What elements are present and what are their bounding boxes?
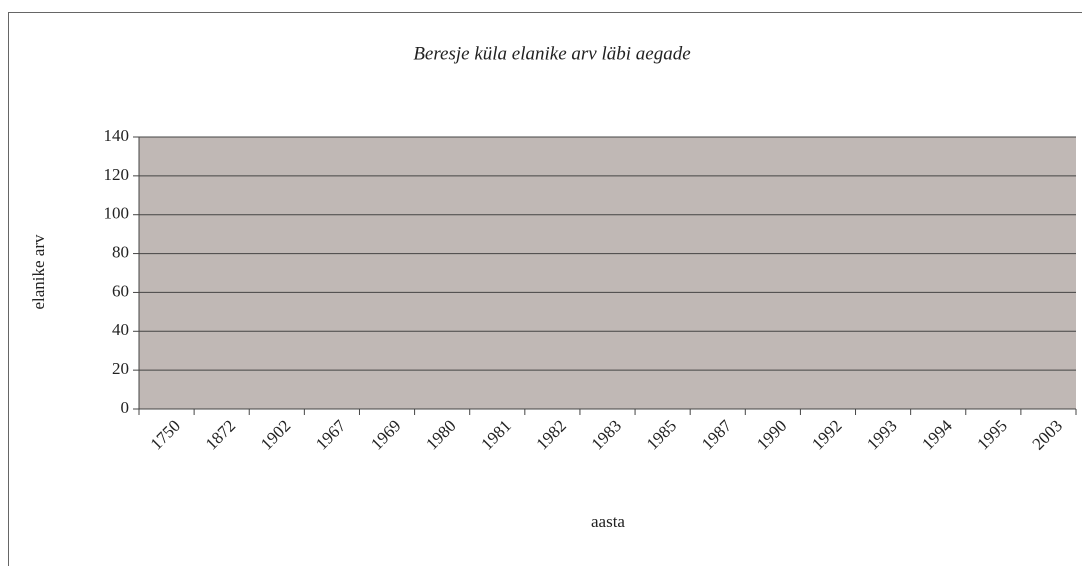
y-tick-label: 0 <box>121 398 130 417</box>
y-tick-label: 40 <box>112 320 129 339</box>
chart-title: Beresje küla elanike arv läbi aegade <box>413 43 690 64</box>
y-axis-label: elanike arv <box>29 234 48 310</box>
x-axis-label: aasta <box>591 512 625 531</box>
y-tick-label: 100 <box>104 204 130 223</box>
plot-area <box>139 137 1076 409</box>
y-tick-label: 80 <box>112 242 129 261</box>
y-tick-label: 120 <box>104 165 130 184</box>
y-tick-label: 140 <box>104 126 130 145</box>
y-tick-label: 60 <box>112 281 129 300</box>
y-tick-label: 20 <box>112 359 129 378</box>
